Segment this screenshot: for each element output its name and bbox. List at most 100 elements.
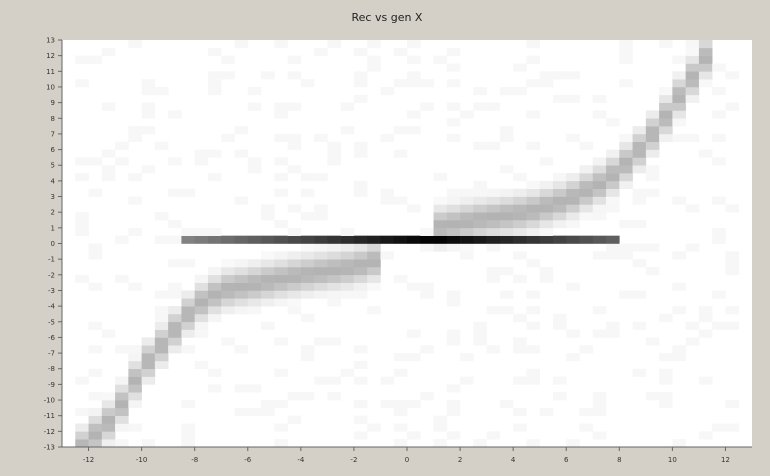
heatmap-cell bbox=[566, 188, 580, 197]
heatmap-cell bbox=[234, 126, 249, 135]
heatmap-cell bbox=[407, 282, 421, 291]
heatmap-cell bbox=[552, 321, 567, 330]
y-tick-label: 3 bbox=[51, 193, 55, 201]
heatmap-cell bbox=[460, 376, 474, 385]
heatmap-cell bbox=[287, 165, 302, 174]
heatmap-cell bbox=[101, 392, 116, 401]
heatmap-cell bbox=[619, 55, 633, 64]
x-tick-label: 6 bbox=[564, 456, 569, 464]
heatmap-cell bbox=[168, 306, 182, 315]
heatmap-cell bbox=[659, 376, 673, 385]
heatmap-cell bbox=[367, 251, 381, 260]
heatmap-cell bbox=[606, 235, 620, 244]
x-tick-label: 2 bbox=[458, 456, 462, 464]
heatmap-cell bbox=[234, 407, 249, 416]
heatmap-cell bbox=[698, 47, 713, 56]
heatmap-cell bbox=[659, 400, 673, 409]
chart-title: Rec vs gen X bbox=[352, 11, 423, 24]
heatmap-cell bbox=[526, 259, 540, 268]
heatmap-cell bbox=[327, 337, 341, 346]
heatmap-cell bbox=[261, 290, 275, 299]
x-tick-label: 8 bbox=[617, 456, 621, 464]
heatmap-cell bbox=[473, 439, 487, 448]
heatmap-cell bbox=[181, 313, 195, 323]
heatmap-cell bbox=[274, 282, 288, 291]
heatmap-cell bbox=[606, 149, 620, 158]
heatmap-cell bbox=[513, 196, 527, 205]
heatmap-cell bbox=[526, 212, 540, 221]
heatmap-cell bbox=[712, 227, 726, 236]
heatmap-cell bbox=[274, 439, 288, 448]
heatmap-cell bbox=[672, 251, 686, 260]
heatmap-cell bbox=[645, 392, 660, 401]
heatmap-cell bbox=[645, 126, 660, 135]
heatmap-cell bbox=[606, 165, 620, 174]
heatmap-cell bbox=[698, 79, 713, 88]
heatmap-cell bbox=[606, 118, 620, 127]
heatmap-cell bbox=[128, 227, 142, 236]
heatmap-cell bbox=[75, 220, 89, 229]
heatmap-cell bbox=[367, 40, 381, 49]
heatmap-cell bbox=[353, 415, 368, 424]
heatmap-cell bbox=[194, 157, 209, 166]
heatmap-cell bbox=[340, 126, 355, 135]
heatmap-cell bbox=[606, 188, 620, 197]
heatmap-cell bbox=[539, 235, 554, 244]
heatmap-cell bbox=[566, 196, 580, 205]
heatmap-cell bbox=[393, 423, 408, 432]
heatmap-cell bbox=[566, 173, 580, 182]
heatmap-cell bbox=[88, 407, 103, 416]
heatmap-cell bbox=[207, 282, 222, 291]
y-tick-label: -12 bbox=[44, 428, 55, 436]
heatmap-cell bbox=[513, 204, 527, 213]
y-tick-label: -5 bbox=[48, 318, 55, 326]
heatmap-cell bbox=[101, 423, 116, 432]
heatmap-cell bbox=[367, 423, 381, 432]
heatmap-cell bbox=[300, 259, 315, 268]
heatmap-cell bbox=[552, 235, 567, 244]
heatmap-cell bbox=[168, 329, 182, 338]
heatmap-cell bbox=[526, 368, 540, 377]
heatmap-cell bbox=[115, 274, 129, 283]
heatmap-cell bbox=[287, 266, 302, 276]
heatmap-cell bbox=[645, 266, 660, 276]
heatmap-cell bbox=[460, 204, 474, 213]
heatmap-cell bbox=[393, 400, 408, 409]
heatmap-cell bbox=[460, 220, 474, 229]
heatmap-cell bbox=[592, 173, 607, 182]
heatmap-cell bbox=[433, 55, 448, 64]
x-tick-label: -4 bbox=[297, 456, 305, 464]
heatmap-cell bbox=[367, 55, 381, 64]
heatmap-cell bbox=[619, 173, 633, 182]
heatmap-cell bbox=[300, 212, 315, 221]
heatmap-cell bbox=[314, 282, 328, 291]
heatmap-cell bbox=[420, 290, 434, 299]
heatmap-cell bbox=[300, 188, 315, 197]
heatmap-cell bbox=[115, 345, 129, 354]
heatmap-cell bbox=[367, 235, 381, 244]
heatmap-cell bbox=[659, 40, 673, 49]
heatmap-cell bbox=[75, 407, 89, 416]
heatmap-cell bbox=[88, 157, 103, 166]
heatmap-cell bbox=[88, 188, 103, 197]
heatmap-cell bbox=[287, 102, 302, 111]
heatmap-cell bbox=[566, 71, 580, 80]
heatmap-cell bbox=[499, 196, 514, 205]
heatmap-cell bbox=[513, 227, 527, 236]
heatmap-cell bbox=[393, 126, 408, 135]
heatmap-cell bbox=[353, 282, 368, 291]
heatmap-cell bbox=[353, 251, 368, 260]
heatmap-cell bbox=[393, 439, 408, 448]
heatmap-cell bbox=[526, 345, 540, 354]
heatmap-cell bbox=[407, 204, 421, 213]
heatmap-cell bbox=[486, 227, 501, 236]
heatmap-cell bbox=[274, 259, 288, 268]
heatmap-cell bbox=[194, 235, 209, 244]
heatmap-cell bbox=[526, 188, 540, 197]
heatmap-cell bbox=[619, 165, 633, 174]
heatmap-cell bbox=[300, 235, 315, 244]
heatmap-cell bbox=[698, 149, 713, 158]
heatmap-cell bbox=[659, 110, 673, 119]
heatmap-cell bbox=[181, 329, 195, 338]
heatmap-cell bbox=[592, 400, 607, 409]
